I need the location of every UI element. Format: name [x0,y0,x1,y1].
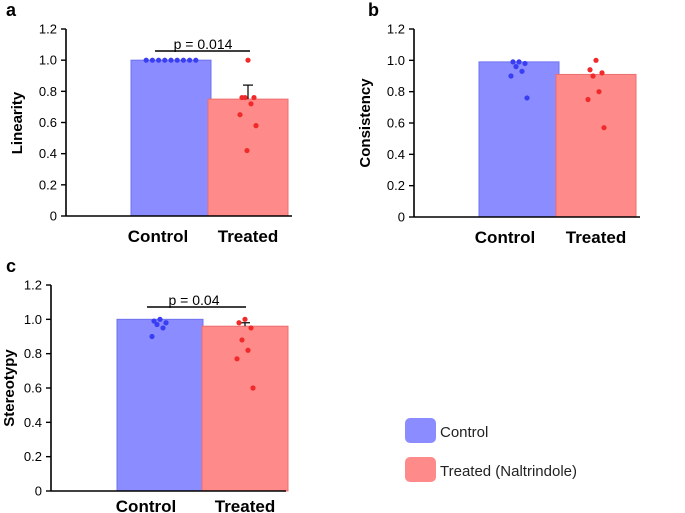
panel-c-point-control [157,316,163,322]
panel-c-bar-treated [201,325,289,492]
panel-c-point-control [149,333,155,340]
panel-b-point-control [510,59,516,65]
panel-b-cat-control: Control [475,228,535,247]
panel-a-point-treated [237,112,243,118]
legend-label-treated: Treated (Naltrindole) [440,463,577,480]
panel-c-point-control [163,320,169,326]
panel-a-ytick-label: 1.2 [39,22,57,37]
panel-a-point-treated [244,147,250,154]
panel-c-point-treated [248,325,254,331]
panel-c-pvalue: p = 0.04 [169,292,220,308]
panel-a-point-treated [248,101,254,107]
panel-a-ytick-label: 0.6 [39,115,57,130]
panel-b-point-treated [587,67,593,73]
panel-b-bar-treated [555,73,637,218]
panel-b-point-treated [585,96,591,103]
panel-a-point-control [156,57,162,63]
legend-swatch-control [405,418,436,443]
panel-b-ytick-label: 1.0 [387,53,405,68]
panel-c-point-treated [239,337,245,343]
panel-a-point-control [149,57,155,63]
legend-label-control: Control [440,424,488,441]
panel-c-point-treated [242,316,248,322]
panel-a-point-control [193,57,199,63]
panel-c-ytick-label: 1.2 [24,278,42,293]
panel-b-ytick-label: 0.4 [387,147,405,162]
panel-c-point-treated [236,320,242,326]
panel-c-ytick-label: 0.6 [24,381,42,396]
panel-a-cat-treated: Treated [218,227,278,246]
panel-a-ytick-label: 0.8 [39,84,57,99]
panel-c-ytick-label: 1.0 [24,312,42,327]
panel-b-ylabel: Consistency [357,78,374,168]
panel-c: c Stereotypy Control Treated p = 0.04 0 0… [1,256,289,513]
panel-b-point-control [513,64,519,70]
panel-a-point-control [187,57,193,63]
panel-b-letter: b [368,0,379,20]
panel-c-point-treated [245,347,251,353]
panel-a-point-control [143,57,149,63]
panel-b-point-control [524,95,530,101]
panel-b-ytick-label: 0 [398,210,405,225]
panel-a-point-treated [245,57,251,63]
panel-a-ytick-label: 0.2 [39,177,57,192]
panel-c-ytick-label: 0.2 [24,449,42,464]
panel-b-point-treated [596,89,602,95]
panel-c-point-control [160,325,166,331]
panel-b-ytick-label: 0.2 [387,178,405,193]
panel-b-point-control [522,60,528,67]
panel-c-cat-treated: Treated [215,497,275,513]
panel-b-point-control [519,68,525,74]
panel-a-pvalue: p = 0.014 [174,36,233,52]
panel-b-point-control [508,73,514,79]
panel-a-ytick-label: 0 [50,209,57,224]
panel-a-cat-control: Control [128,227,188,246]
panel-c-point-control [151,318,157,324]
panel-b-bar-control [478,61,560,218]
panel-b-point-control [516,59,522,65]
panel-a-ytick-label: 0.4 [39,146,57,161]
legend-swatch-treated [405,457,436,482]
panel-a: a Linearity Control Treated p = 0.014 0 0… [6,0,292,246]
panel-c-bar-control [116,318,204,492]
panel-a-point-control [180,57,186,63]
panel-a-point-treated [242,94,248,101]
panel-c-cat-control: Control [116,497,176,513]
panel-a-point-treated [253,123,259,129]
legend: Control Treated (Naltrindole) [405,418,577,482]
panel-a-point-control [168,57,174,63]
panel-a-ytick-label: 1.0 [39,53,57,68]
panel-c-ytick-label: 0.4 [24,415,42,430]
panel-c-point-control [154,321,160,328]
panel-b-cat-treated: Treated [566,228,626,247]
panel-c-ylabel: Stereotypy [1,349,18,427]
panel-a-point-control [162,57,168,63]
panel-a-bar-treated [207,98,289,217]
panel-b-ytick-label: 0.6 [387,116,405,131]
panel-b: b Consistency Control Treated 0 0.2 0.4 0.6… [357,0,640,247]
panel-c-ytick-label: 0 [35,484,42,499]
panel-a-bar-control [130,59,212,217]
panel-a-point-treated [251,94,257,101]
panel-c-point-treated [250,385,256,391]
panel-b-point-treated [593,57,599,63]
panel-c-letter: c [6,256,16,276]
panel-a-letter: a [6,0,17,20]
panel-c-point-treated [234,356,240,362]
panel-b-ytick-label: 1.2 [387,22,405,37]
panel-a-point-control [174,57,180,63]
panel-b-point-treated [599,70,605,76]
panel-b-point-treated [601,125,607,131]
panel-b-ytick-label: 0.8 [387,84,405,99]
panel-c-ytick-label: 0.8 [24,346,42,361]
panel-b-point-treated [590,73,596,79]
panel-a-ylabel: Linearity [9,91,26,154]
